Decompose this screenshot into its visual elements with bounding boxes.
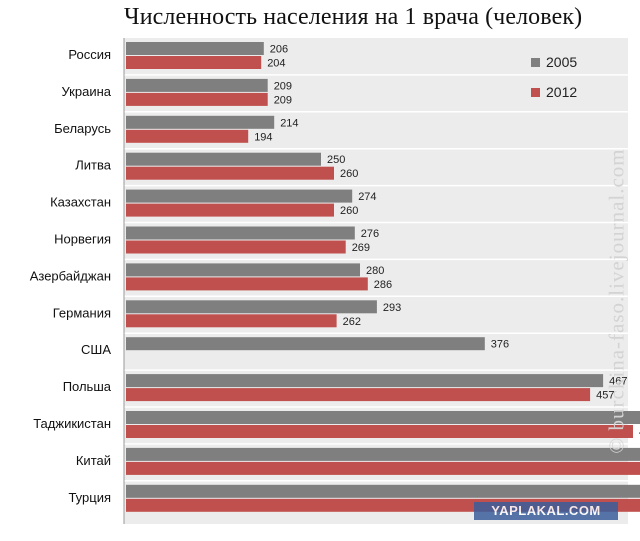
value-label: 286 <box>374 279 392 291</box>
bar-2012 <box>126 388 591 402</box>
value-label: 204 <box>267 58 285 70</box>
value-label: 194 <box>254 131 272 143</box>
category-label: Беларусь <box>54 121 111 136</box>
category-label: Россия <box>68 47 111 62</box>
value-label: 250 <box>327 154 345 166</box>
bar-2005 <box>126 115 275 129</box>
watermark: © burckina-faso.livejournal.com <box>604 148 629 454</box>
value-label: 467 <box>609 376 627 388</box>
value-label: 457 <box>596 390 614 402</box>
bar-2005 <box>126 152 321 166</box>
value-label: 209 <box>274 94 292 106</box>
bar-2012 <box>126 277 368 291</box>
bar-2005 <box>126 78 268 92</box>
category-label: Германия <box>53 305 111 320</box>
legend-swatch-2005 <box>531 58 540 67</box>
bar-2012 <box>126 56 262 69</box>
value-label: 269 <box>352 242 370 254</box>
bar-2012 <box>126 92 268 106</box>
legend-label: 2012 <box>546 84 577 100</box>
bar-2005 <box>126 484 640 498</box>
value-label: 262 <box>343 316 361 328</box>
category-label: Украина <box>62 84 112 99</box>
site-logo: YAPLAKAL.COM <box>474 502 618 520</box>
value-label: 280 <box>366 265 384 277</box>
value-label: 293 <box>383 302 401 314</box>
value-label: 276 <box>361 228 379 240</box>
value-label: 260 <box>340 168 358 180</box>
bar-2005 <box>126 189 353 203</box>
bar-2005 <box>126 263 360 277</box>
value-label: 274 <box>358 191 376 203</box>
bar-2005 <box>126 447 640 461</box>
category-label: Таджикистан <box>33 416 111 431</box>
bar-2012 <box>126 203 334 217</box>
chart-title: Численность населения на 1 врача (челове… <box>124 4 583 30</box>
value-label: 209 <box>274 80 292 92</box>
category-label: Азербайджан <box>30 268 111 283</box>
bar-2005 <box>126 42 264 55</box>
bar-2012 <box>126 240 346 254</box>
category-label: Норвегия <box>54 232 111 247</box>
bar-2012 <box>126 314 337 328</box>
category-label: Казахстан <box>50 195 111 210</box>
category-label: США <box>81 342 111 357</box>
value-label: 376 <box>491 339 509 351</box>
category-label: Турция <box>68 490 111 505</box>
bar-2012 <box>126 425 633 438</box>
bar-2005 <box>126 374 604 388</box>
value-label: 260 <box>340 205 358 217</box>
bar-2005 <box>126 337 485 351</box>
legend-label: 2005 <box>546 54 577 70</box>
bar-2012 <box>126 129 249 143</box>
category-label: Литва <box>75 158 112 173</box>
bar-2005 <box>126 226 355 240</box>
bar-2005 <box>126 300 377 314</box>
category-label: Китай <box>76 453 111 468</box>
bar-2012 <box>126 166 334 180</box>
value-label: 214 <box>280 117 298 129</box>
bar-2012 <box>126 461 640 475</box>
bar-2005 <box>126 411 640 424</box>
category-label: Польша <box>63 379 112 394</box>
value-label: 206 <box>270 44 288 56</box>
legend-swatch-2012 <box>531 88 540 97</box>
